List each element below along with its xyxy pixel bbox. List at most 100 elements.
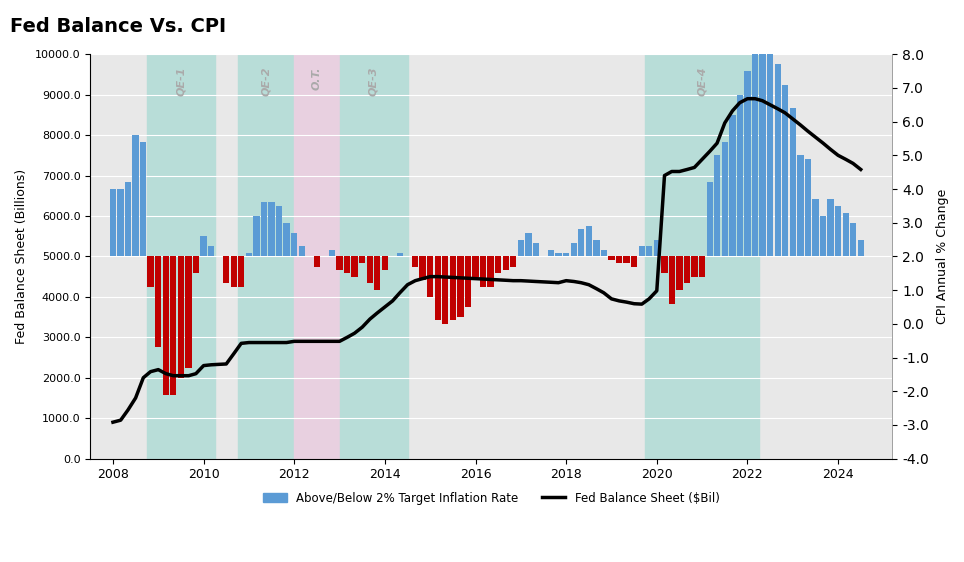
Bar <box>714 155 720 256</box>
Bar <box>624 256 629 263</box>
Bar <box>487 256 494 287</box>
Y-axis label: CPI Annual % Change: CPI Annual % Change <box>936 189 949 324</box>
Bar <box>639 246 645 256</box>
Bar <box>843 212 849 256</box>
Bar <box>344 256 351 273</box>
Bar <box>752 44 759 256</box>
Bar <box>268 202 275 256</box>
Bar <box>699 256 706 277</box>
Bar <box>601 250 607 256</box>
Bar <box>850 223 856 256</box>
Bar <box>805 158 811 256</box>
Bar <box>396 253 403 256</box>
Text: QE-1: QE-1 <box>176 66 186 96</box>
Bar <box>835 206 842 256</box>
Bar <box>502 256 509 270</box>
Bar <box>118 189 123 256</box>
Bar <box>238 256 245 287</box>
Bar <box>201 236 206 256</box>
Bar <box>442 256 448 324</box>
Bar <box>669 256 675 303</box>
Text: QE-2: QE-2 <box>261 66 271 96</box>
Bar <box>124 182 131 256</box>
Bar <box>465 256 471 307</box>
Bar <box>571 243 577 256</box>
Bar <box>110 189 116 256</box>
Bar <box>260 202 267 256</box>
Bar <box>208 246 214 256</box>
Bar <box>691 256 698 277</box>
Bar <box>155 256 161 347</box>
Bar <box>707 182 713 256</box>
Y-axis label: Fed Balance Sheet (Billions): Fed Balance Sheet (Billions) <box>15 169 28 344</box>
Bar <box>677 256 683 290</box>
Bar <box>382 256 388 270</box>
Bar <box>608 256 615 260</box>
Bar <box>858 239 864 256</box>
Text: QE-4: QE-4 <box>697 66 708 96</box>
Bar <box>594 239 600 256</box>
Bar <box>427 256 434 297</box>
Bar <box>177 256 184 378</box>
Bar <box>790 108 796 256</box>
Bar <box>254 216 259 256</box>
Bar <box>185 256 192 368</box>
Bar <box>170 256 176 395</box>
Bar <box>435 256 442 320</box>
Bar <box>193 256 199 273</box>
Bar <box>339 54 408 459</box>
Bar <box>147 54 215 459</box>
Bar <box>646 246 653 256</box>
Legend: Above/Below 2% Target Inflation Rate, Fed Balance Sheet ($Bil): Above/Below 2% Target Inflation Rate, Fe… <box>258 487 725 509</box>
Bar <box>163 256 169 395</box>
Bar <box>813 199 818 256</box>
Bar <box>654 239 660 256</box>
Bar <box>782 84 789 256</box>
Bar <box>730 115 736 256</box>
Text: Fed Balance Vs. CPI: Fed Balance Vs. CPI <box>10 17 226 36</box>
Bar <box>449 256 456 320</box>
Bar <box>827 199 834 256</box>
Text: QE-3: QE-3 <box>368 66 379 96</box>
Bar <box>631 256 637 266</box>
Bar <box>412 256 418 266</box>
Bar <box>760 34 765 256</box>
Bar <box>820 216 826 256</box>
Bar <box>359 256 365 263</box>
Bar <box>299 246 306 256</box>
Bar <box>555 253 562 256</box>
Bar <box>563 253 570 256</box>
Bar <box>336 256 343 270</box>
Bar <box>419 256 426 280</box>
Bar <box>797 155 804 256</box>
Bar <box>533 243 539 256</box>
Bar <box>283 223 290 256</box>
Bar <box>510 256 517 266</box>
Bar <box>291 233 298 256</box>
Bar <box>223 256 229 283</box>
Bar <box>374 256 381 290</box>
Bar <box>351 256 358 277</box>
Text: O.T.: O.T. <box>312 66 322 90</box>
Bar <box>578 229 584 256</box>
Bar <box>457 256 464 317</box>
Bar <box>518 239 524 256</box>
Bar <box>495 256 501 273</box>
Bar <box>744 71 751 256</box>
Bar <box>616 256 623 263</box>
Bar <box>525 233 532 256</box>
Bar <box>646 54 759 459</box>
Bar <box>276 206 282 256</box>
Bar <box>237 54 294 459</box>
Bar <box>736 94 743 256</box>
Bar <box>329 250 335 256</box>
Bar <box>684 256 690 283</box>
Bar <box>140 142 147 256</box>
Bar <box>661 256 668 273</box>
Bar <box>548 250 554 256</box>
Bar <box>722 142 728 256</box>
Bar <box>480 256 487 287</box>
Bar <box>313 256 320 266</box>
Bar <box>472 256 479 277</box>
Bar <box>246 253 252 256</box>
